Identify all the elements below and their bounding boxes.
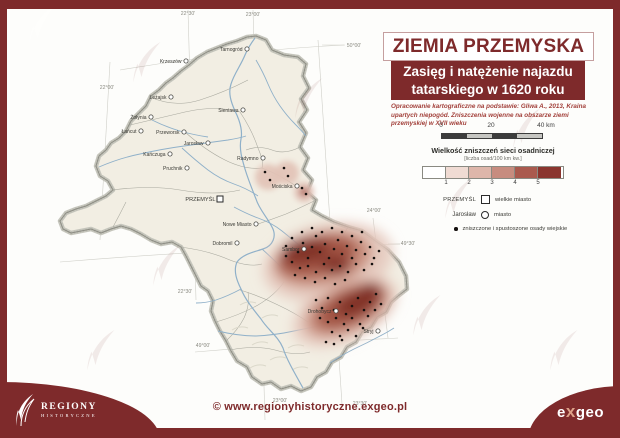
- svg-text:23°00': 23°00': [246, 12, 261, 18]
- legend: Wielkość zniszczeń sieci osadniczej [lic…: [418, 146, 568, 232]
- legend-row-dot: zniszczone i spustoszone osady wiejskie: [418, 226, 568, 232]
- svg-text:Leżajsk: Leżajsk: [150, 95, 167, 101]
- frame-bottom: [0, 428, 620, 438]
- svg-text:Pruchnik: Pruchnik: [163, 166, 183, 172]
- scalebar-segments: [441, 133, 543, 139]
- svg-text:Przeworsk: Przeworsk: [156, 130, 180, 136]
- svg-text:22°30': 22°30': [178, 289, 193, 295]
- destruction-halo: [262, 222, 398, 348]
- svg-text:50°00': 50°00': [347, 43, 362, 49]
- legend-row-city: Jarosław miasto: [418, 211, 568, 219]
- svg-text:Radymno: Radymno: [237, 156, 259, 162]
- svg-text:22°30': 22°30': [181, 11, 196, 17]
- exgeo-x: x: [565, 402, 576, 421]
- svg-text:Jarosław: Jarosław: [184, 141, 204, 147]
- frame-left: [0, 0, 7, 438]
- regiony-logo-line1: REGIONY: [41, 402, 97, 412]
- svg-text:Sambor: Sambor: [282, 247, 300, 253]
- subtitle-line1: Zasięg i natężenie najazdu: [403, 63, 573, 79]
- svg-text:Stryj: Stryj: [364, 329, 374, 335]
- legend-example-przemysl: PRZEMYŚL: [443, 196, 476, 203]
- source-note: Opracowanie kartograficzne na podstawie:…: [391, 103, 587, 127]
- legend-row-large-city: PRZEMYŚL wielkie miasto: [418, 195, 568, 204]
- svg-text:Drohobycz: Drohobycz: [308, 309, 332, 315]
- svg-text:Sieniawa: Sieniawa: [218, 108, 239, 114]
- feather-icon: [16, 394, 35, 427]
- svg-text:Krzeszów: Krzeszów: [160, 59, 182, 65]
- frame-right: [613, 0, 620, 438]
- large-city-symbol: [481, 195, 490, 204]
- regiony-historyczne-logo: REGIONY HISTORYCZNE: [12, 392, 97, 428]
- legend-heading: Wielkość zniszczeń sieci osadniczej: [431, 146, 555, 155]
- page-subtitle: Zasięg i natężenie najazdu tatarskiego w…: [391, 61, 585, 100]
- scalebar-labels: 0 20 40 km: [439, 122, 555, 129]
- svg-text:Dobromil: Dobromil: [212, 241, 232, 247]
- destruction-spots: [255, 161, 314, 202]
- svg-text:23°30': 23°30': [353, 401, 368, 407]
- svg-text:49°30': 49°30': [401, 241, 416, 247]
- svg-text:Żołynia: Żołynia: [130, 114, 146, 121]
- city-label: miasto: [494, 212, 512, 218]
- legend-ramp: [422, 166, 564, 179]
- exgeo-logo: exgeo: [557, 402, 604, 422]
- frame-top: [0, 0, 620, 9]
- regiony-logo-line2: HISTORYCZNE: [41, 413, 97, 418]
- destroyed-settlement-symbol: [454, 227, 458, 231]
- graticule-labels: 22°30' 23°00' 50°00' 22°00' 24°00' 49°30' 22°3…: [100, 11, 416, 407]
- city-symbol: [481, 211, 489, 219]
- svg-text:Nowe Miasto: Nowe Miasto: [223, 222, 252, 228]
- legend-example-jaroslaw: Jarosław: [452, 212, 476, 218]
- settlement-dots: [263, 166, 383, 346]
- district-boundaries: [111, 79, 349, 354]
- relief-texture: [231, 301, 309, 371]
- scalebar: 0 20 40 km: [439, 122, 555, 142]
- svg-text:Tarnogród: Tarnogród: [220, 47, 243, 53]
- town-markers: Tarnogród Krzeszów Leżajsk Sieniawa Żołynia Ł…: [121, 46, 381, 335]
- svg-text:Kańczuga: Kańczuga: [143, 152, 165, 158]
- svg-text:24°00': 24°00': [367, 208, 382, 214]
- svg-text:23°00': 23°00': [273, 398, 288, 404]
- destroyed-settlement-label: zniszczone i spustoszone osady wiejskie: [462, 226, 568, 232]
- svg-text:22°00': 22°00': [100, 85, 115, 91]
- exgeo-e: e: [557, 404, 566, 421]
- page-title: ZIEMIA PRZEMYSKA: [383, 32, 594, 61]
- subtitle-line2: tatarskiego w 1620 roku: [411, 81, 565, 97]
- exgeo-geo: geo: [575, 404, 604, 421]
- website-url: © www.regionyhistoryczne.exgeo.pl: [212, 401, 408, 413]
- svg-text:PRZEMYŚL: PRZEMYŚL: [185, 195, 215, 203]
- svg-text:Łańcut: Łańcut: [121, 129, 137, 135]
- svg-text:Mościska: Mościska: [272, 184, 293, 190]
- legend-subheading: [liczba osad/100 km kw.]: [464, 156, 522, 162]
- large-city-label: wielkie miasto: [495, 196, 532, 203]
- svg-text:49°00': 49°00': [196, 343, 211, 349]
